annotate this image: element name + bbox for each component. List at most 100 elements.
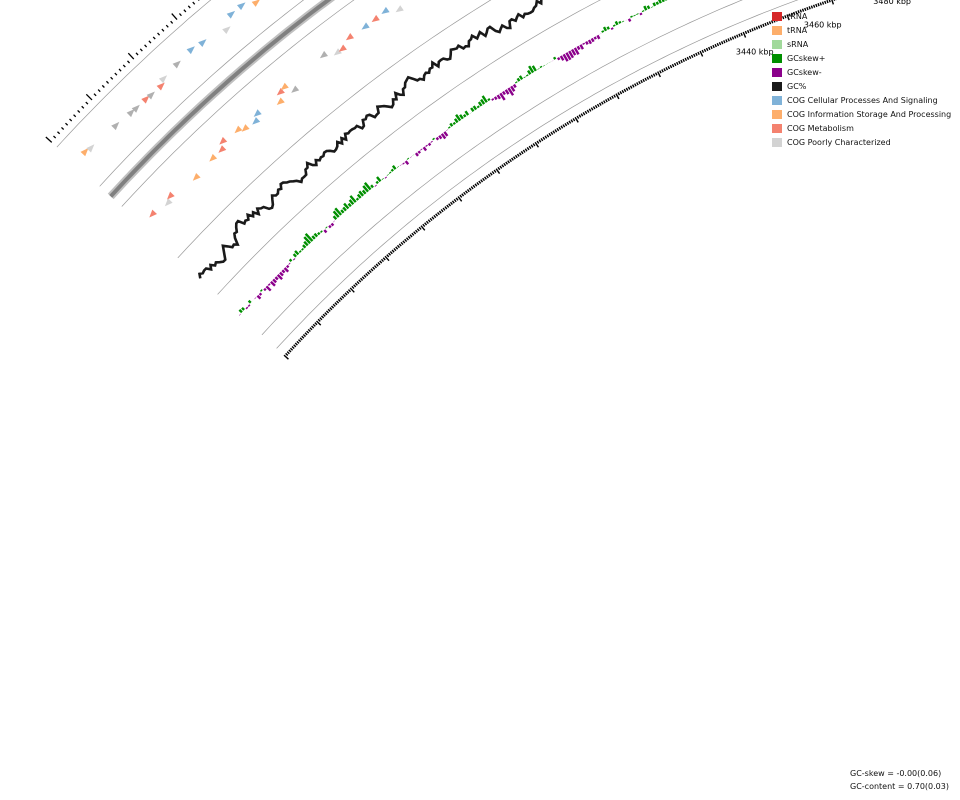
inner-tick (710, 45, 713, 50)
inner-tick (646, 76, 650, 80)
inner-tick (414, 229, 418, 233)
skew-bar (241, 306, 245, 311)
inner-tick (296, 340, 300, 344)
inner-tick (688, 55, 692, 60)
inner-tick (746, 29, 750, 34)
skew-bar (247, 304, 251, 308)
inner-tick (536, 140, 540, 144)
inner-tick (572, 118, 576, 122)
inner-tick (349, 287, 355, 293)
inner-tick (661, 69, 664, 73)
skew-bar (449, 122, 454, 127)
inner-tick (729, 37, 733, 41)
inner-tick (808, 6, 811, 10)
tick-mark (65, 122, 69, 126)
inner-tick (306, 330, 310, 334)
skew-bar (606, 26, 610, 30)
inner-tick (309, 327, 313, 331)
skew-bar (376, 176, 382, 183)
gene-arrow (186, 46, 195, 55)
inner-tick (812, 4, 816, 8)
skew-bar (238, 308, 243, 314)
legend-swatch (772, 67, 782, 77)
tick-mark (85, 101, 89, 105)
inner-tick (815, 3, 818, 8)
skew-bar (438, 134, 443, 140)
inner-tick (405, 237, 409, 241)
tick-mark (178, 13, 182, 17)
skew-bar (422, 146, 428, 152)
inner-tick (797, 10, 800, 14)
inner-tick (716, 42, 720, 47)
skew-bar (313, 232, 319, 238)
inner-tick (603, 100, 606, 104)
skew-bar (496, 94, 501, 100)
inner-tick (337, 298, 341, 302)
inner-tick (538, 139, 542, 143)
inner-tick (806, 6, 809, 11)
inner-tick (413, 231, 417, 235)
inner-tick (605, 99, 608, 103)
skew-bar (375, 180, 379, 185)
skew-bar (384, 176, 388, 179)
inner-tick (799, 9, 802, 13)
inner-tick (828, 0, 831, 3)
inner-tick (398, 243, 402, 247)
inner-tick (518, 152, 522, 156)
inner-tick (720, 41, 724, 45)
inner-tick (294, 342, 298, 346)
inner-tick (671, 63, 675, 68)
inner-tick (451, 200, 455, 204)
skew-bar (531, 65, 537, 72)
inner-tick (652, 73, 656, 77)
skew-bar (527, 69, 532, 75)
inner-tick (736, 34, 739, 38)
inner-tick (461, 193, 465, 197)
skew-bar (343, 202, 350, 210)
inner-ticks (283, 0, 837, 360)
inner-tick (372, 266, 376, 270)
inner-tick (480, 179, 484, 183)
tick-mark (171, 13, 178, 21)
inner-tick (663, 68, 666, 72)
inner-tick (433, 214, 437, 219)
inner-tick (740, 32, 743, 36)
skew-bar (348, 199, 355, 206)
inner-tick (673, 62, 677, 67)
skew-bar (361, 189, 367, 195)
tick-mark (118, 68, 122, 72)
inner-tick (396, 244, 400, 249)
skew-bar (317, 231, 321, 236)
tick-mark (93, 93, 97, 97)
inner-tick (516, 153, 520, 157)
inner-tick (495, 168, 501, 174)
inner-tick (686, 56, 690, 61)
tick-mark (157, 32, 161, 36)
skew-bar (459, 114, 464, 120)
skew-bar (573, 47, 580, 55)
inner-tick (742, 31, 747, 38)
legend-swatch (772, 53, 782, 63)
skew-bar (502, 90, 506, 96)
gene-arrow (86, 144, 95, 153)
gc-content-stat: GC-content = 0.70(0.03) (850, 782, 949, 791)
gc-skew-stat: GC-skew = -0.00(0.06) (850, 769, 942, 778)
skew-bar (311, 235, 316, 240)
gc-skew-track (238, 0, 668, 316)
skew-bar (303, 236, 311, 245)
legend-item: GCskew+ (772, 51, 951, 65)
tick-mark (45, 136, 53, 143)
skew-bar (452, 121, 456, 126)
inner-tick (617, 92, 621, 96)
legend-label: GC% (787, 81, 807, 91)
legend-label: tRNA (787, 25, 808, 35)
inner-tick (594, 104, 598, 109)
skew-bar (427, 142, 432, 147)
inner-tick (311, 325, 315, 329)
legend-item: COG Poorly Characterized (772, 135, 951, 149)
inner-tick (580, 113, 584, 117)
inner-tick (667, 65, 671, 70)
gene-arrow (276, 97, 285, 105)
inner-tick (733, 35, 737, 39)
